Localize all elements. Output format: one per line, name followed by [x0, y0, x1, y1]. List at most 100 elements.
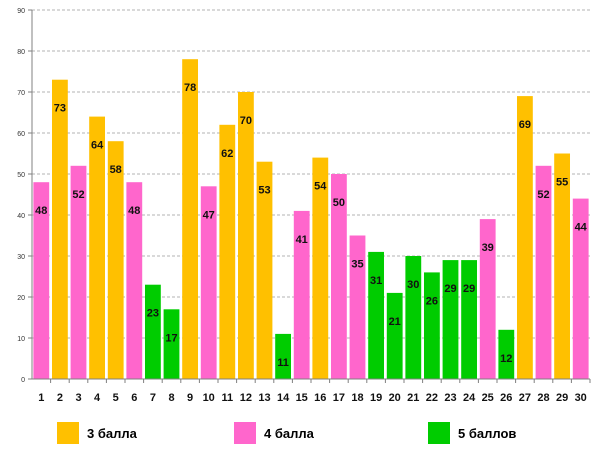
bar: [70, 165, 87, 379]
data-label: 52: [537, 189, 549, 201]
data-label: 48: [128, 205, 140, 217]
data-label: 29: [444, 283, 456, 295]
data-label: 11: [277, 357, 289, 369]
data-label: 23: [147, 308, 159, 320]
bar: [535, 165, 552, 379]
x-tick-label: 16: [314, 392, 326, 404]
data-label: 78: [184, 82, 196, 94]
x-tick-label: 19: [370, 392, 382, 404]
x-tick-label: 5: [113, 392, 119, 404]
y-tick-label: 50: [17, 172, 25, 179]
data-label: 70: [240, 115, 252, 127]
data-label: 12: [500, 353, 512, 365]
x-tick-label: 12: [240, 392, 252, 404]
legend-item-5-ballov: 5 баллов: [428, 421, 516, 445]
data-label: 73: [54, 103, 66, 115]
bar: [256, 161, 273, 379]
bar: [182, 59, 199, 379]
bar: [368, 251, 385, 379]
x-tick-label: 3: [75, 392, 81, 404]
bar: [312, 157, 329, 379]
y-tick-label: 60: [17, 131, 25, 138]
x-tick-label: 14: [277, 392, 290, 404]
x-tick-label: 18: [351, 392, 363, 404]
legend-label-4-balla: 4 балла: [264, 425, 314, 441]
x-tick-label: 20: [389, 392, 401, 404]
bar: [107, 141, 124, 379]
y-tick-label: 30: [17, 254, 25, 261]
data-label: 47: [203, 209, 215, 221]
data-label: 26: [426, 295, 438, 307]
data-label: 39: [482, 242, 494, 254]
data-label: 35: [351, 259, 363, 271]
legend-swatch-4-balla: [234, 422, 256, 444]
x-tick-label: 23: [444, 392, 456, 404]
y-tick-label: 70: [17, 90, 25, 97]
x-tick-label: 8: [168, 392, 174, 404]
bar: [479, 219, 496, 379]
x-tick-label: 15: [296, 392, 308, 404]
data-label: 54: [314, 181, 327, 193]
y-tick-label: 40: [17, 213, 25, 220]
data-label: 69: [519, 119, 531, 131]
bar: [163, 309, 180, 379]
x-tick-label: 27: [519, 392, 531, 404]
bar: [554, 153, 571, 379]
bar: [144, 284, 161, 379]
x-tick-label: 17: [333, 392, 345, 404]
x-tick-label: 9: [187, 392, 193, 404]
x-tick-label: 1: [38, 392, 44, 404]
bar: [219, 124, 236, 379]
x-tick-label: 6: [131, 392, 137, 404]
data-label: 64: [91, 140, 104, 152]
x-tick-label: 25: [482, 392, 494, 404]
x-tick-label: 4: [94, 392, 101, 404]
data-label: 41: [296, 234, 308, 246]
bar: [89, 116, 106, 379]
data-label: 62: [221, 148, 233, 160]
bar: [423, 272, 440, 379]
data-label: 29: [463, 283, 475, 295]
x-tick-label: 2: [57, 392, 63, 404]
gridlines: [32, 9, 590, 339]
x-tick-label: 10: [203, 392, 215, 404]
bar: [516, 96, 533, 379]
data-label: 48: [35, 205, 47, 217]
bar: [349, 235, 366, 379]
data-label: 55: [556, 177, 568, 189]
y-tick-label: 0: [21, 377, 25, 384]
y-tick-label: 90: [17, 8, 25, 15]
x-tick-label: 30: [575, 392, 587, 404]
y-tick-label: 10: [17, 336, 25, 343]
data-label: 53: [258, 185, 270, 197]
x-tick-label: 24: [463, 392, 476, 404]
data-label: 44: [575, 222, 588, 234]
bar: [293, 210, 310, 379]
x-tick-label: 26: [500, 392, 512, 404]
data-label: 58: [110, 164, 122, 176]
bar: [461, 260, 478, 379]
data-label: 31: [370, 275, 382, 287]
bar: [200, 186, 217, 379]
x-tick-label: 13: [258, 392, 270, 404]
legend-swatch-5-ballov: [428, 422, 450, 444]
bar: [386, 292, 403, 379]
x-tick-label: 11: [221, 392, 233, 404]
y-tick-label: 20: [17, 295, 25, 302]
bar: [126, 182, 143, 379]
legend-swatch-3-balla: [57, 422, 79, 444]
bar: [275, 333, 292, 379]
legend-item-3-balla: 3 балла: [57, 421, 137, 445]
bar: [498, 329, 515, 379]
x-tick-label: 29: [556, 392, 568, 404]
bar: [405, 256, 422, 379]
bar: [330, 174, 347, 379]
legend-label-3-balla: 3 балла: [87, 425, 137, 441]
data-labels: 48 73 52 64 58 48 23 17 78 47 62 70 53 11 41 54 50 35 31 21…: [35, 82, 588, 369]
y-tick-label: 80: [17, 49, 25, 56]
bar: [442, 260, 459, 379]
legend-item-4-balla: 4 балла: [234, 421, 314, 445]
bar: [572, 198, 589, 379]
